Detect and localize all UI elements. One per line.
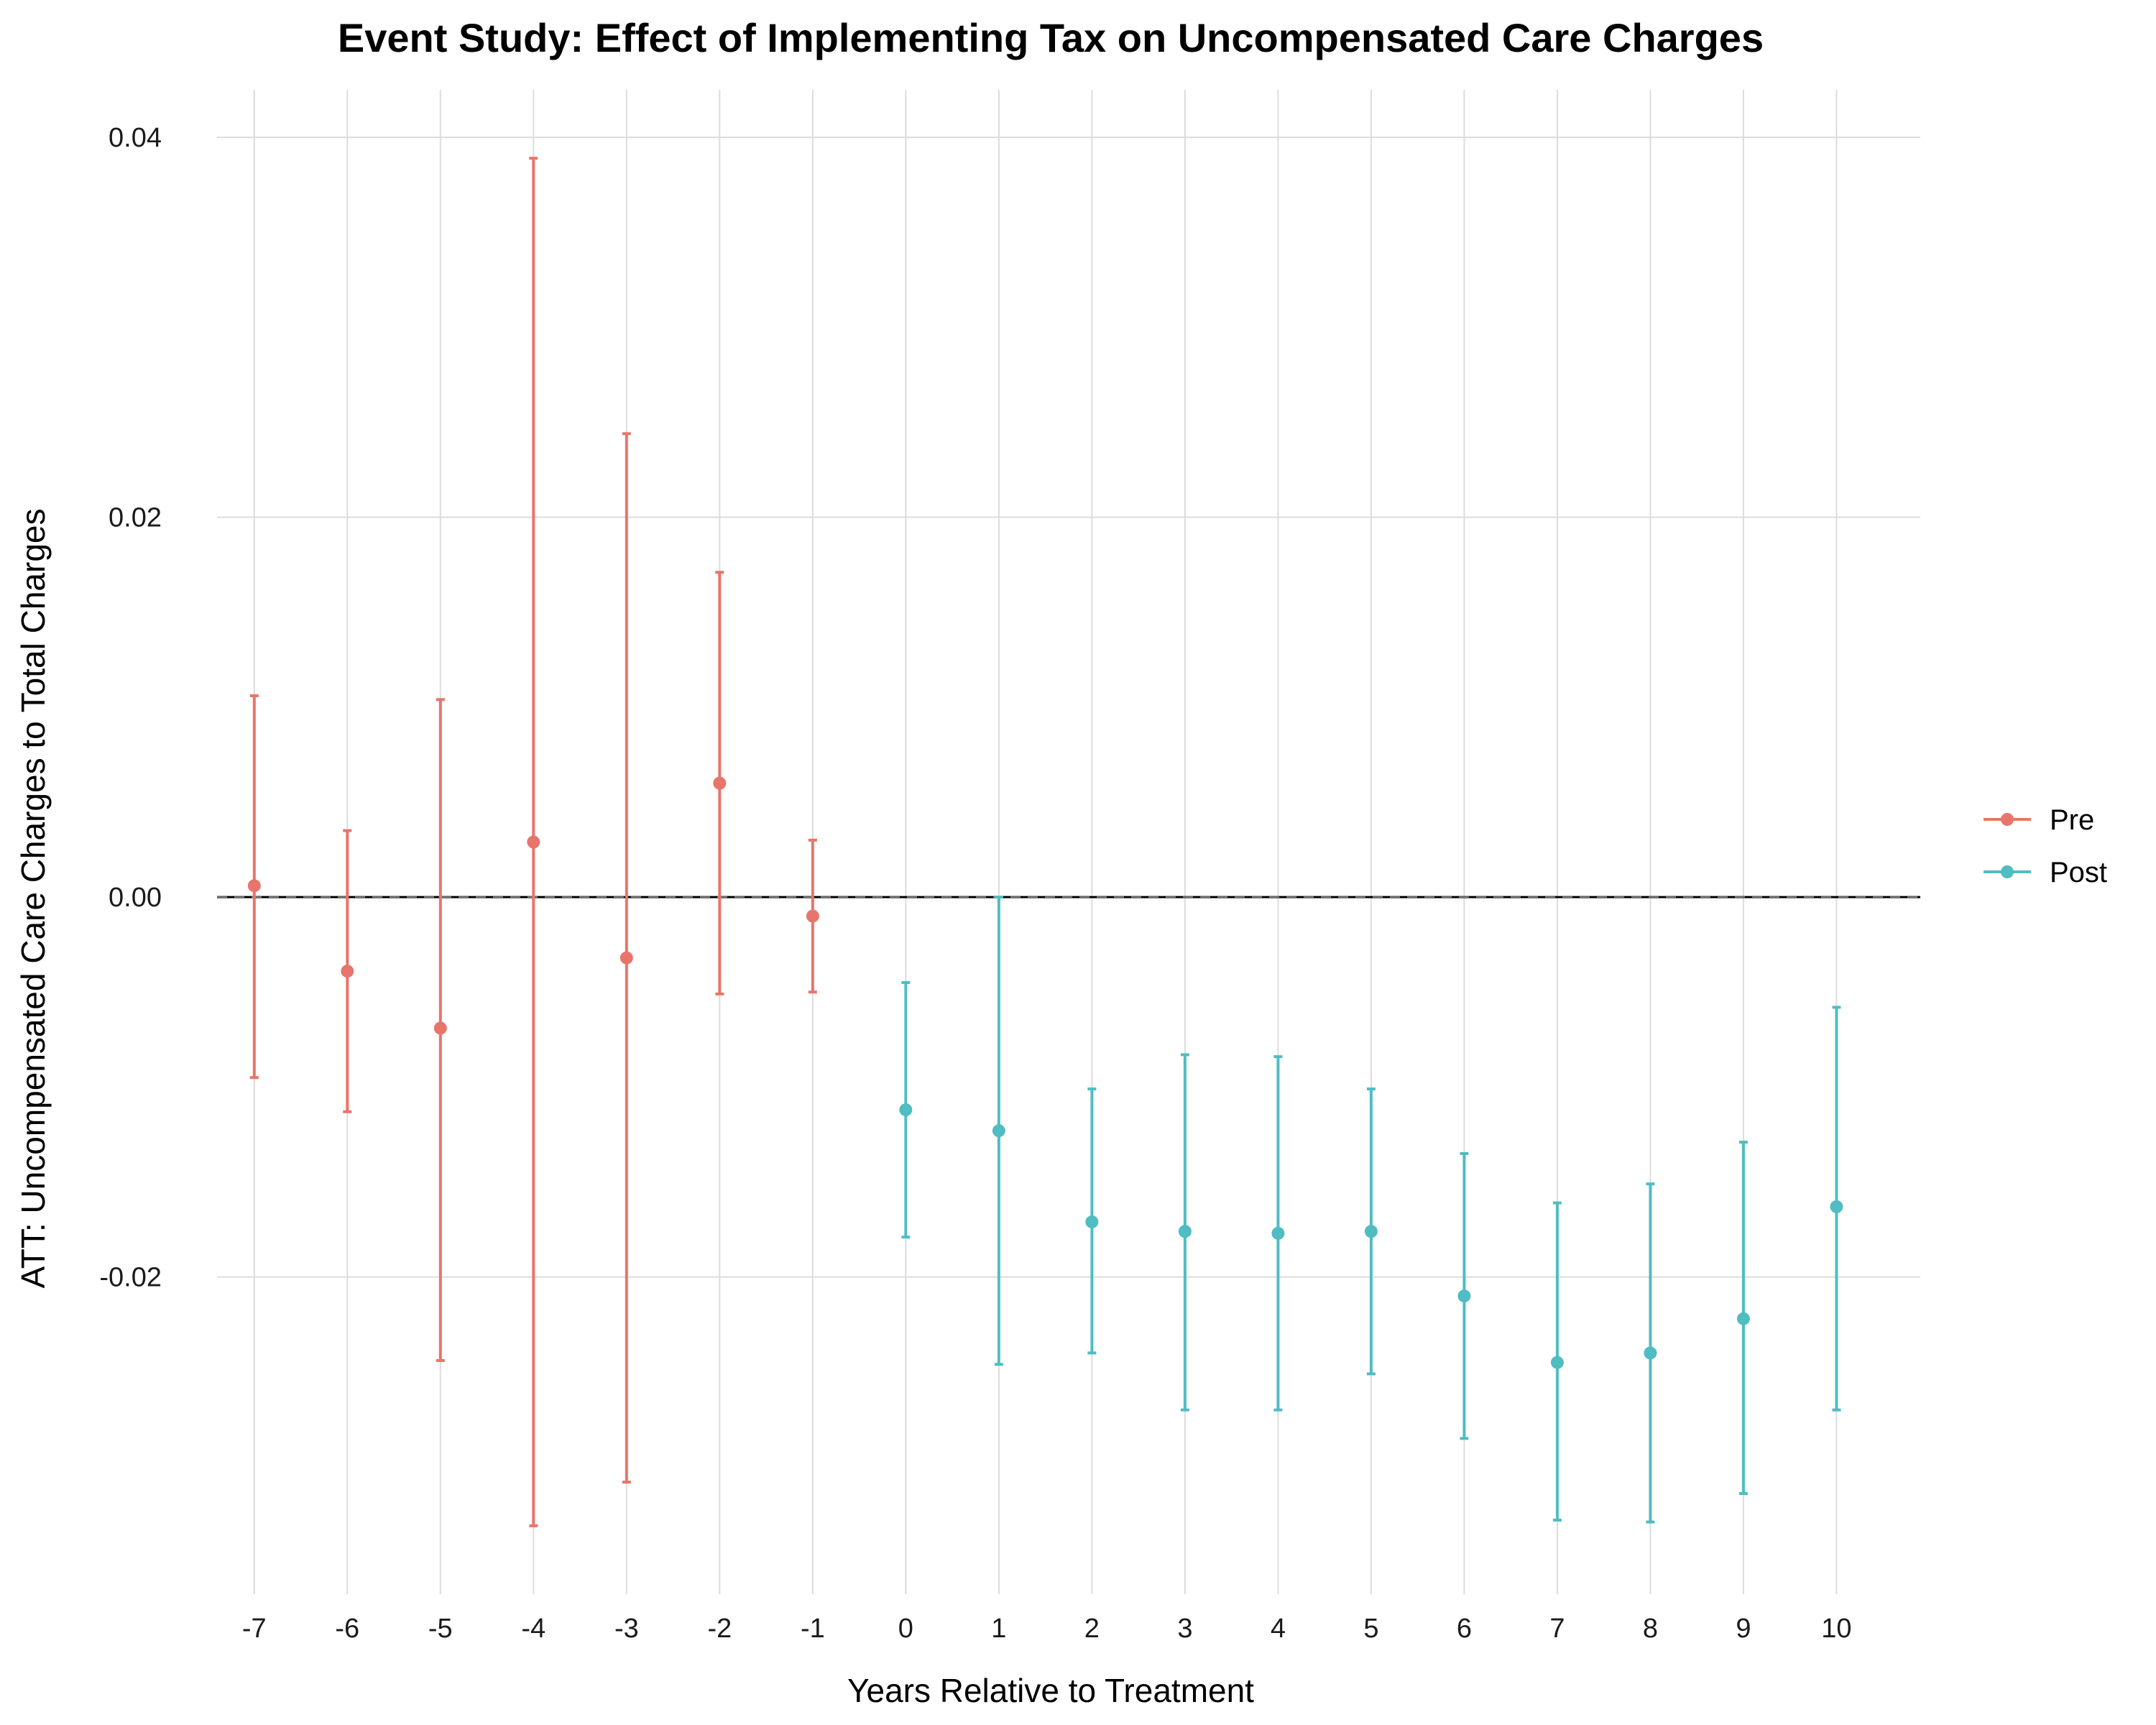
x-tick-label: -1 <box>801 1614 825 1644</box>
x-tick-label: -5 <box>428 1614 453 1644</box>
data-point <box>806 909 819 923</box>
data-point <box>1457 1289 1471 1303</box>
data-point <box>899 1103 913 1117</box>
x-tick-label: 0 <box>898 1614 913 1644</box>
x-tick-label: -3 <box>614 1614 639 1644</box>
x-tick-label: 10 <box>1821 1614 1851 1644</box>
legend: Pre Post <box>1984 804 2107 888</box>
legend-item-post: Post <box>1984 857 2107 888</box>
x-tick-label: -7 <box>242 1614 267 1644</box>
x-axis-title: Years Relative to Treatment <box>847 1672 1254 1709</box>
legend-marker <box>2001 865 2014 878</box>
x-tick-label: 7 <box>1549 1614 1565 1644</box>
data-point <box>433 1021 447 1035</box>
data-point <box>992 1124 1005 1138</box>
data-point <box>713 776 727 790</box>
data-point <box>1085 1215 1099 1229</box>
data-point <box>1830 1200 1843 1213</box>
x-axis-ticks: -7 -6 -5 -4 -3 -2 -1 0 1 2 3 4 5 6 7 8 9 10 <box>242 1614 1852 1644</box>
chart-title: Event Study: Effect of Implementing Tax … <box>338 15 1764 60</box>
data-point <box>619 951 633 965</box>
x-tick-label: -4 <box>521 1614 545 1644</box>
x-tick-label: -2 <box>707 1614 732 1644</box>
data-point <box>1364 1225 1378 1238</box>
x-tick-label: 5 <box>1363 1614 1378 1644</box>
data-point <box>1271 1226 1285 1240</box>
x-tick-label: 3 <box>1177 1614 1192 1644</box>
data-point <box>1550 1356 1564 1369</box>
y-tick-label: -0.02 <box>99 1263 162 1293</box>
y-tick-label: 0.04 <box>109 123 162 153</box>
data-point <box>1736 1312 1750 1325</box>
legend-label: Post <box>2050 857 2107 888</box>
y-axis-title: ATT: Uncompensated Care Charges to Total… <box>14 509 52 1289</box>
grid <box>217 90 1920 1594</box>
x-tick-label: 9 <box>1736 1614 1751 1644</box>
legend-item-pre: Pre <box>1984 804 2094 836</box>
y-axis-ticks: -0.02 0.00 0.02 0.04 <box>99 123 162 1293</box>
data-point <box>247 879 261 893</box>
data-point <box>527 835 540 849</box>
y-tick-label: 0.00 <box>109 883 162 913</box>
x-tick-label: 1 <box>991 1614 1006 1644</box>
data-point <box>1178 1225 1192 1238</box>
series-post <box>899 896 1843 1524</box>
legend-marker <box>2001 813 2014 826</box>
x-tick-label: 4 <box>1271 1614 1286 1644</box>
data-point <box>341 965 354 978</box>
data-layer <box>247 157 1843 1527</box>
x-tick-label: 2 <box>1084 1614 1100 1644</box>
data-point <box>1644 1346 1657 1360</box>
series-pre <box>247 157 819 1527</box>
y-tick-label: 0.02 <box>109 503 162 533</box>
x-tick-label: 8 <box>1643 1614 1658 1644</box>
x-tick-label: 6 <box>1457 1614 1472 1644</box>
legend-label: Pre <box>2050 804 2094 836</box>
x-tick-label: -6 <box>335 1614 359 1644</box>
